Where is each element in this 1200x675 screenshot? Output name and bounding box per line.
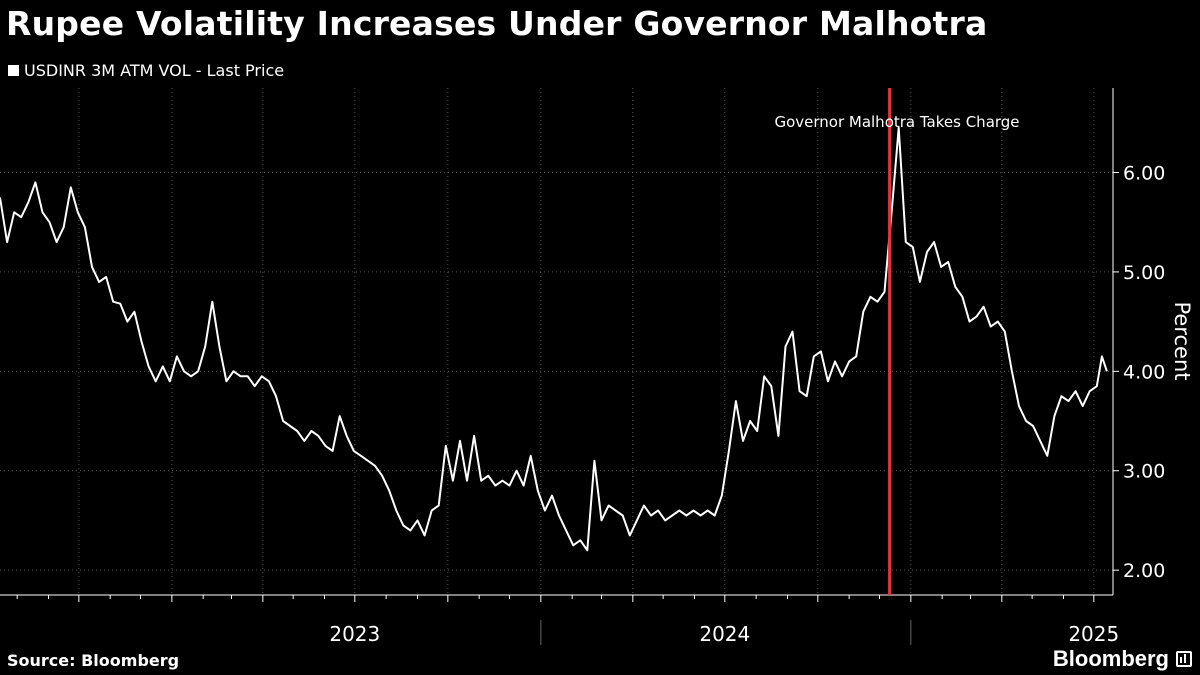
axis-layer: 2.00 3.00 4.00 5.00 6.00 2023 2024 2025 <box>0 88 1165 646</box>
marker-layer: Governor Malhotra Takes Charge <box>774 88 1020 595</box>
x-year-label: 2023 <box>329 622 380 646</box>
legend: USDINR 3M ATM VOL - Last Price <box>8 61 284 80</box>
event-annotation-label: Governor Malhotra Takes Charge <box>774 113 1019 131</box>
legend-label: USDINR 3M ATM VOL - Last Price <box>24 61 285 80</box>
y-tick-label: 6.00 <box>1123 163 1165 185</box>
chart-title: Rupee Volatility Increases Under Governo… <box>6 4 988 43</box>
y-tick-label: 3.00 <box>1123 461 1165 483</box>
series-line <box>0 126 1108 552</box>
brand-label: Bloomberg <box>1052 646 1169 671</box>
x-year-label: 2024 <box>699 622 750 646</box>
y-tick-label: 5.00 <box>1123 262 1165 284</box>
legend-swatch <box>8 65 19 76</box>
bloomberg-chart-icon <box>1176 651 1192 667</box>
source-note: Source: Bloomberg <box>7 651 180 670</box>
grid-layer <box>0 88 1113 595</box>
y-tick-label: 2.00 <box>1123 560 1165 582</box>
x-year-label: 2025 <box>1068 622 1119 646</box>
bloomberg-logo: Bloomberg <box>1053 646 1192 672</box>
y-tick-label: 4.00 <box>1123 361 1165 383</box>
y-axis-title: Percent <box>1170 301 1194 380</box>
line-layer <box>0 126 1108 552</box>
